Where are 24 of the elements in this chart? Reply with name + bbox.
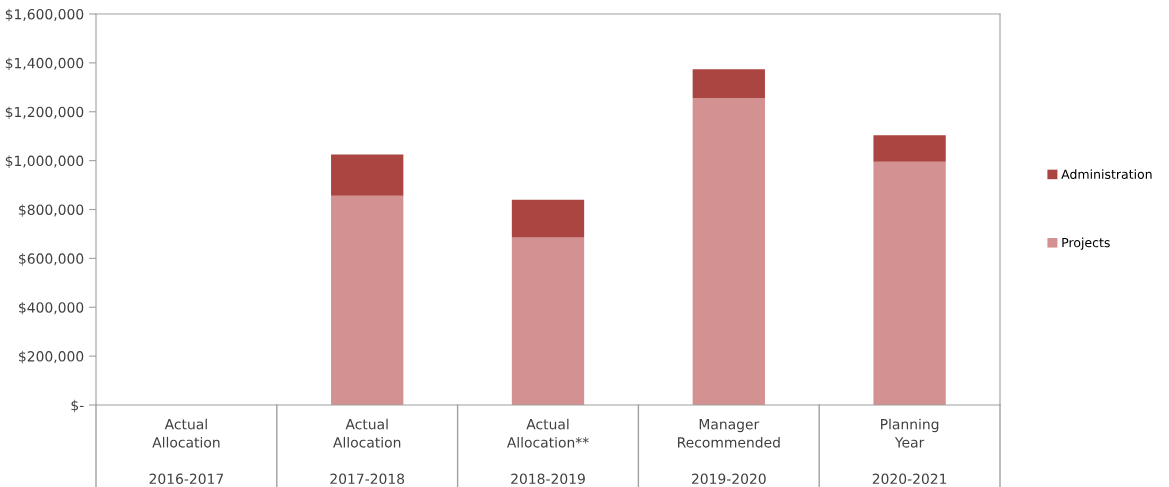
y-tick-label: $400,000 bbox=[19, 301, 84, 315]
bar bbox=[511, 237, 585, 405]
category-label: Actual Allocation 2016-2017 bbox=[149, 418, 224, 485]
category-label: Manager Recommended 2019-2020 bbox=[678, 419, 780, 485]
bar bbox=[873, 135, 946, 162]
bar bbox=[873, 161, 946, 405]
y-tick-label: $1,400,000 bbox=[5, 57, 84, 71]
category-label: Planning Year 2020-2021 bbox=[872, 418, 947, 485]
y-tick-label: $1,200,000 bbox=[5, 106, 84, 120]
bar bbox=[331, 154, 404, 196]
category-label: Actual Allocation 2017-2018 bbox=[330, 418, 405, 485]
bar bbox=[331, 195, 404, 405]
legend-label: Administration bbox=[1061, 169, 1152, 179]
category-label: Actual Allocation** 2018-2019 bbox=[506, 418, 589, 485]
y-tick-label: $600,000 bbox=[19, 253, 84, 266]
legend-label: Projects bbox=[1062, 237, 1110, 250]
y-tick-label: $200,000 bbox=[19, 350, 84, 364]
bar bbox=[511, 199, 585, 238]
y-tick-label: $1,600,000 bbox=[5, 8, 84, 22]
bar bbox=[692, 69, 765, 99]
y-tick-label: $- bbox=[71, 399, 84, 413]
bar bbox=[692, 98, 765, 405]
y-tick-label: $1,000,000 bbox=[5, 155, 84, 168]
y-tick-label: $800,000 bbox=[19, 204, 84, 217]
